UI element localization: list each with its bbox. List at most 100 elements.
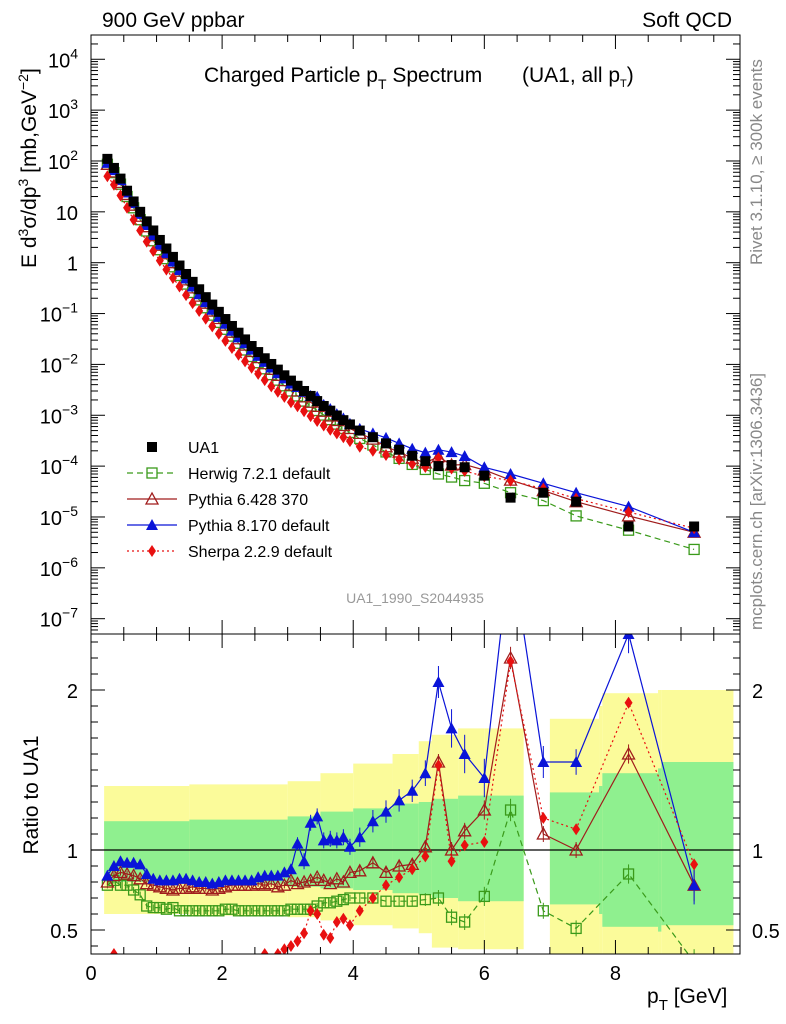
x-tick-label: 8 [610, 963, 621, 985]
point-sherpa [103, 170, 112, 183]
point-data [318, 401, 329, 412]
ratio-point-p6 [106, 868, 122, 882]
point-sherpa [188, 297, 197, 310]
y-tick-label: 10−2 [40, 350, 78, 377]
band-inner-segment [661, 762, 734, 926]
ratio-point-p8 [284, 863, 297, 875]
point-data [181, 268, 192, 279]
y-tick-label: 102 [48, 147, 78, 174]
ratio-point-sherpa [273, 948, 282, 954]
point-sherpa [208, 320, 217, 333]
point-sherpa [247, 361, 256, 374]
point-data [194, 284, 205, 295]
legend-entry-p8: Pythia 8.170 default [127, 518, 330, 535]
ratio-point-p8 [271, 869, 284, 881]
ratio-point-herwig [173, 905, 186, 917]
ratio-point-p8 [298, 855, 311, 867]
ratio-point-p8 [366, 815, 379, 827]
ratio-point-sherpa [624, 696, 633, 709]
ratio-point-herwig [393, 895, 405, 907]
ratio-point-herwig [278, 905, 291, 917]
ratio-point-sherpa [109, 948, 118, 954]
point-sherpa [313, 415, 322, 428]
ratio-point-herwig [318, 897, 330, 909]
point-p8 [478, 461, 491, 473]
ratio-point-herwig [285, 903, 297, 915]
ratio-point-sherpa [345, 919, 354, 932]
ratio-point-sherpa [248, 972, 256, 984]
ratio-point-sherpa [339, 912, 348, 925]
ratio-point-p8 [304, 816, 317, 828]
point-data [344, 419, 355, 430]
ratio-point-herwig [160, 903, 173, 915]
point-sherpa [332, 427, 341, 440]
point-data [167, 251, 178, 262]
ratio-point-p8 [107, 860, 120, 871]
point-data [213, 306, 224, 317]
ratio-point-p6 [126, 868, 141, 882]
ratio-point-p8 [505, 540, 517, 551]
point-data [367, 432, 378, 443]
band-inner-segment [392, 803, 419, 894]
legend-label: Pythia 6.428 370 [188, 492, 308, 509]
point-p8 [458, 450, 471, 462]
ratio-point-p6 [119, 866, 135, 880]
ratio-point-sherpa [326, 932, 335, 944]
ratio-point-sherpa [254, 972, 262, 984]
point-data [272, 364, 283, 375]
ratio-point-herwig [265, 905, 277, 917]
ratio-point-herwig [259, 905, 271, 917]
ratio-point-sherpa [103, 972, 111, 984]
ratio-point-herwig [193, 905, 205, 917]
ratio-point-sherpa [434, 759, 443, 772]
point-data [338, 415, 349, 426]
point-data [305, 390, 316, 401]
ratio-point-p8 [291, 837, 304, 849]
ratio-point-p8 [245, 874, 258, 886]
ratio-point-sherpa [408, 863, 417, 876]
ratio-point-p8 [278, 866, 291, 878]
ratio-point-sherpa [189, 972, 197, 984]
point-sherpa [326, 423, 335, 436]
ratio-point-herwig [245, 905, 258, 917]
ratio-point-herwig [141, 900, 153, 912]
point-data [108, 162, 119, 173]
point-data [115, 173, 126, 184]
ratio-point-p6 [310, 869, 325, 883]
ratio-point-sherpa [421, 850, 430, 863]
ratio-point-herwig [504, 804, 517, 816]
ratio-series-sherpa [103, 655, 699, 984]
ratio-point-p6 [277, 877, 292, 891]
point-sherpa [182, 289, 191, 302]
point-data [259, 353, 270, 364]
ratio-point-p8 [337, 831, 350, 843]
ratio-point-herwig [406, 895, 418, 907]
point-data [220, 314, 231, 325]
point-data [187, 276, 198, 287]
point-data [689, 521, 700, 532]
ratio-point-herwig [239, 905, 251, 917]
band-inner-segment [484, 795, 524, 902]
point-sherpa [267, 380, 276, 393]
y-tick-label: 10 [56, 203, 78, 225]
point-sherpa [506, 474, 515, 487]
ratio-point-p6 [100, 874, 115, 888]
point-data [538, 487, 549, 498]
ratio-point-herwig [419, 893, 431, 906]
ratio-point-p8 [406, 784, 419, 796]
ratio-point-sherpa [300, 927, 309, 940]
point-data [479, 470, 490, 481]
point-sherpa [280, 390, 289, 403]
ratio-point-sherpa [572, 823, 581, 836]
collision-label: 900 GeV ppbar [102, 9, 244, 32]
plot-subtitle: (UA1, all pT) [522, 64, 634, 90]
ratio-point-p6 [621, 746, 636, 760]
point-data [394, 444, 405, 455]
point-sherpa [624, 506, 633, 519]
main-series [100, 153, 702, 556]
y-tick-label: 10−1 [40, 300, 78, 327]
point-sherpa [175, 280, 184, 293]
ratio-point-sherpa [149, 972, 157, 984]
ratio-point-sherpa [176, 972, 184, 984]
